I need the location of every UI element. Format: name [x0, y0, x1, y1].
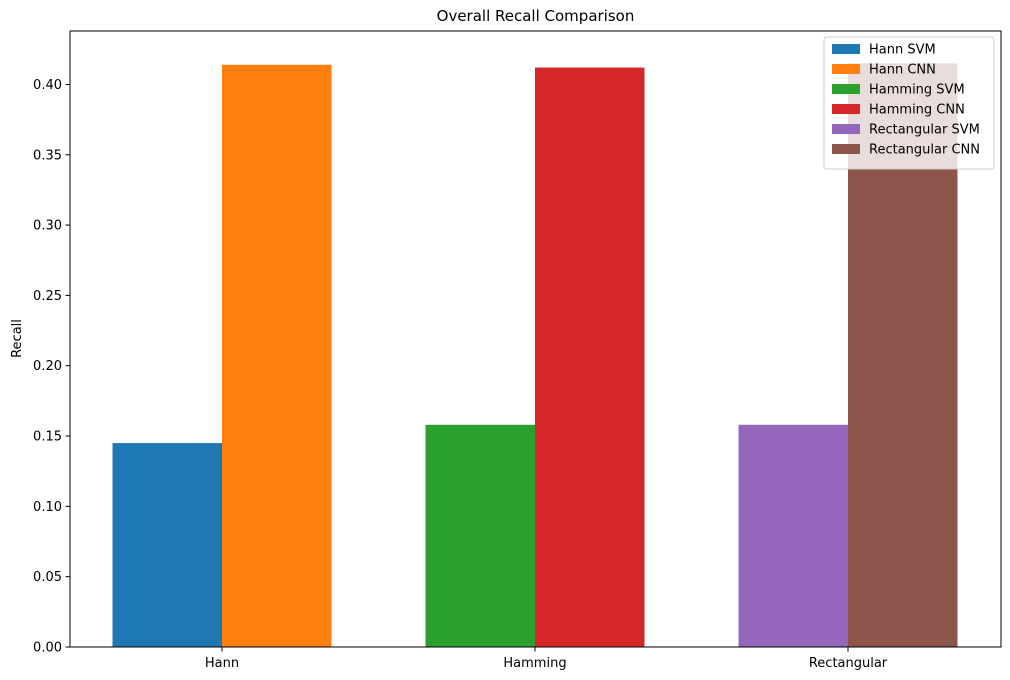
- legend-label: Hamming CNN: [869, 103, 965, 118]
- bar-hann-svm: [112, 443, 222, 647]
- x-tick-label: Rectangular: [809, 656, 888, 671]
- bar-rectangular-svm: [738, 424, 848, 647]
- x-axis: Hann Hamming Rectangular: [205, 647, 888, 671]
- legend-label: Hann SVM: [869, 43, 936, 58]
- legend-swatch: [832, 144, 860, 154]
- legend-label: Hamming SVM: [869, 83, 965, 98]
- legend-swatch: [832, 84, 860, 94]
- x-tick-label: Hann: [205, 656, 239, 671]
- bar-hann-cnn: [222, 64, 332, 648]
- legend: Hann SVM Hann CNN Hamming SVM Hamming CNN Re…: [823, 36, 995, 170]
- legend-frame: [823, 36, 995, 170]
- y-tick-label: 0.10: [33, 500, 62, 515]
- y-axis: 0.00 0.05 0.10 0.15 0.20 0.25 0.30 0.35 0.40: [33, 78, 70, 656]
- chart-title: Overall Recall Comparison: [437, 7, 635, 25]
- legend-swatch: [832, 104, 860, 114]
- bar-hamming-cnn: [535, 67, 645, 647]
- legend-label: Rectangular CNN: [869, 143, 980, 158]
- y-tick-label: 0.40: [33, 78, 62, 93]
- x-tick-label: Hamming: [503, 656, 566, 671]
- y-tick-label: 0.30: [33, 219, 62, 234]
- y-tick-label: 0.15: [33, 430, 62, 445]
- y-tick-label: 0.20: [33, 359, 62, 374]
- bar-hamming-svm: [425, 424, 535, 647]
- legend-label: Rectangular SVM: [869, 123, 980, 138]
- legend-swatch: [832, 124, 860, 134]
- y-tick-label: 0.35: [33, 148, 62, 163]
- y-tick-label: 0.00: [33, 641, 62, 656]
- legend-swatch: [832, 44, 860, 54]
- legend-label: Hann CNN: [869, 63, 936, 78]
- y-tick-label: 0.25: [33, 289, 62, 304]
- bars-group: [112, 63, 958, 648]
- legend-swatch: [832, 64, 860, 74]
- y-tick-label: 0.05: [33, 570, 62, 585]
- y-axis-label: Recall: [10, 319, 25, 358]
